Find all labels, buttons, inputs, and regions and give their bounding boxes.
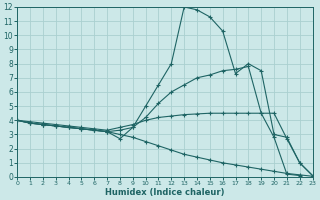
X-axis label: Humidex (Indice chaleur): Humidex (Indice chaleur) xyxy=(105,188,225,197)
